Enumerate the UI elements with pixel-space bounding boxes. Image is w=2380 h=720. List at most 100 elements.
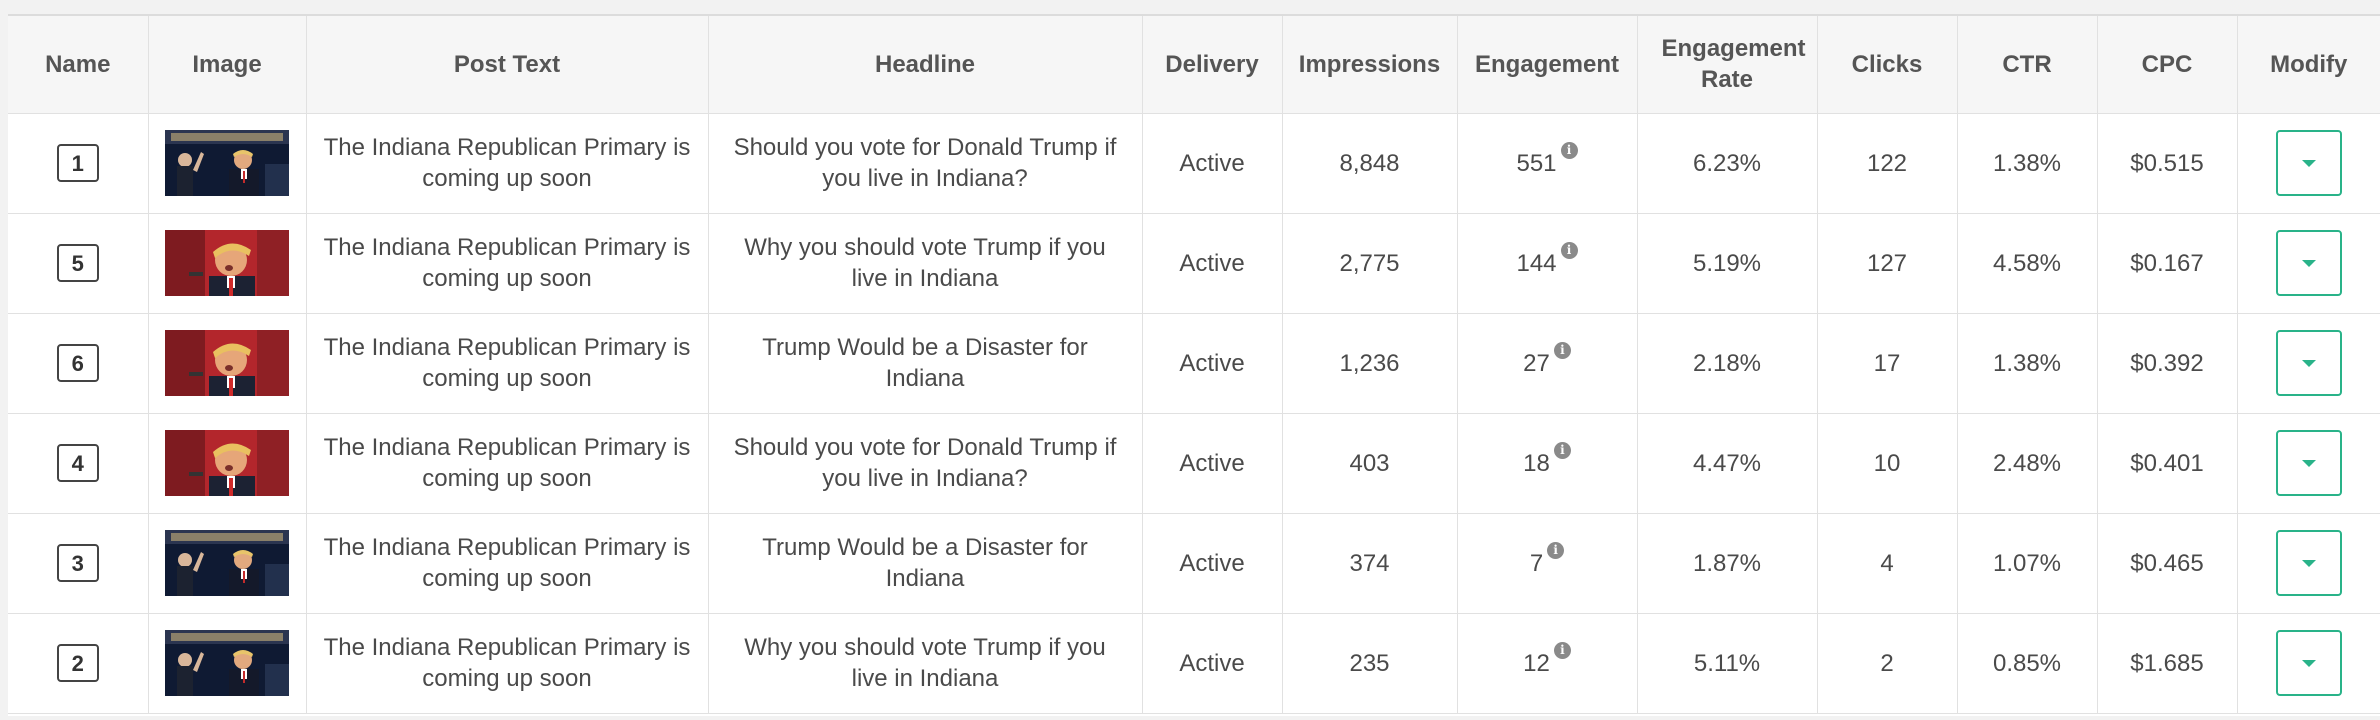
ctr-cell: 1.07% <box>1957 513 2098 614</box>
column-header-headline[interactable]: Headline <box>708 16 1143 114</box>
info-icon[interactable]: i <box>1560 141 1578 159</box>
ad-thumbnail[interactable] <box>165 530 289 596</box>
info-icon[interactable]: i <box>1553 341 1571 359</box>
post-text-cell: The Indiana Republican Primary is coming… <box>306 313 709 414</box>
ad-name-badge[interactable]: 6 <box>56 344 99 382</box>
column-header-post-text[interactable]: Post Text <box>306 16 709 114</box>
engagement-cell: 144 i <box>1457 213 1638 314</box>
info-icon[interactable]: i <box>1547 541 1565 559</box>
engagement-cell: 18 i <box>1457 413 1638 514</box>
column-header-image[interactable]: Image <box>148 16 307 114</box>
info-icon[interactable]: i <box>1560 241 1578 259</box>
cpc-cell: $1.685 <box>2097 613 2238 714</box>
column-header-impressions[interactable]: Impressions <box>1282 16 1458 114</box>
engagement-value: 27 <box>1523 349 1550 377</box>
rally-photo-icon <box>165 530 289 596</box>
chevron-down-icon <box>2301 459 2316 467</box>
portrait-photo-icon <box>165 330 289 396</box>
clicks-cell: 17 <box>1817 313 1958 414</box>
headline-cell: Why you should vote Trump if you live in… <box>708 213 1143 314</box>
image-cell <box>148 413 307 514</box>
clicks-cell: 127 <box>1817 213 1958 314</box>
engagement-value: 18 <box>1523 449 1550 477</box>
portrait-photo-icon <box>165 430 289 496</box>
ad-name-badge[interactable]: 4 <box>56 444 99 482</box>
engagement-cell: 12 i <box>1457 613 1638 714</box>
chevron-down-icon <box>2301 259 2316 267</box>
ctr-cell: 4.58% <box>1957 213 2098 314</box>
modify-dropdown-button[interactable] <box>2275 530 2342 596</box>
post-text-cell: The Indiana Republican Primary is coming… <box>306 113 709 214</box>
modify-dropdown-button[interactable] <box>2275 430 2342 496</box>
table-header-row: Name Image Post Text Headline Delivery I… <box>8 16 2380 114</box>
chevron-down-icon <box>2301 159 2316 167</box>
column-header-engagement[interactable]: Engagement <box>1457 16 1638 114</box>
headline-cell: Trump Would be a Disaster for Indiana <box>708 513 1143 614</box>
ad-name-badge[interactable]: 5 <box>56 244 99 282</box>
ctr-cell: 1.38% <box>1957 113 2098 214</box>
ad-thumbnail[interactable] <box>165 130 289 196</box>
ad-thumbnail[interactable] <box>165 330 289 396</box>
engagement-rate-cell: 6.23% <box>1637 113 1818 214</box>
headline-cell: Why you should vote Trump if you live in… <box>708 613 1143 714</box>
impressions-cell: 8,848 <box>1282 113 1458 214</box>
engagement-rate-cell: 4.47% <box>1637 413 1818 514</box>
cpc-cell: $0.465 <box>2097 513 2238 614</box>
cpc-cell: $0.515 <box>2097 113 2238 214</box>
image-cell <box>148 113 307 214</box>
column-header-clicks[interactable]: Clicks <box>1817 16 1958 114</box>
modify-cell <box>2237 513 2380 614</box>
chevron-down-icon <box>2301 359 2316 367</box>
rally-photo-icon <box>165 630 289 696</box>
clicks-cell: 10 <box>1817 413 1958 514</box>
info-icon[interactable]: i <box>1553 641 1571 659</box>
table-row: 1 The Indiana Republican Primary is comi… <box>8 113 2380 214</box>
name-cell: 3 <box>8 513 149 614</box>
headline-cell: Trump Would be a Disaster for Indiana <box>708 313 1143 414</box>
modify-cell <box>2237 113 2380 214</box>
info-icon[interactable]: i <box>1553 441 1571 459</box>
modify-dropdown-button[interactable] <box>2275 330 2342 396</box>
post-text-cell: The Indiana Republican Primary is coming… <box>306 413 709 514</box>
delivery-cell: Active <box>1142 613 1283 714</box>
modify-cell <box>2237 413 2380 514</box>
delivery-cell: Active <box>1142 413 1283 514</box>
column-header-cpc[interactable]: CPC <box>2097 16 2238 114</box>
clicks-cell: 2 <box>1817 613 1958 714</box>
ad-thumbnail[interactable] <box>165 630 289 696</box>
impressions-cell: 235 <box>1282 613 1458 714</box>
modify-dropdown-button[interactable] <box>2275 130 2342 196</box>
modify-cell <box>2237 613 2380 714</box>
column-header-delivery[interactable]: Delivery <box>1142 16 1283 114</box>
table-row: 2 The Indiana Republican Primary is comi… <box>8 613 2380 714</box>
modify-cell <box>2237 313 2380 414</box>
engagement-value: 551 <box>1516 149 1557 177</box>
engagement-rate-cell: 1.87% <box>1637 513 1818 614</box>
table-row: 6 The Indiana Republican Primary is comi… <box>8 313 2380 414</box>
name-cell: 1 <box>8 113 149 214</box>
ad-thumbnail[interactable] <box>165 230 289 296</box>
image-cell <box>148 513 307 614</box>
column-header-modify: Modify <box>2237 16 2380 114</box>
ad-name-badge[interactable]: 3 <box>56 544 99 582</box>
column-header-name[interactable]: Name <box>8 16 149 114</box>
column-header-engagement-rate[interactable]: Engagement Rate <box>1637 16 1818 114</box>
name-cell: 5 <box>8 213 149 314</box>
ad-name-badge[interactable]: 2 <box>56 644 99 682</box>
modify-dropdown-button[interactable] <box>2275 630 2342 696</box>
ads-table: Name Image Post Text Headline Delivery I… <box>8 16 2380 714</box>
delivery-cell: Active <box>1142 313 1283 414</box>
ad-thumbnail[interactable] <box>165 430 289 496</box>
table-row: 4 The Indiana Republican Primary is comi… <box>8 413 2380 514</box>
column-header-ctr[interactable]: CTR <box>1957 16 2098 114</box>
name-cell: 4 <box>8 413 149 514</box>
engagement-value: 7 <box>1529 549 1544 577</box>
ad-name-badge[interactable]: 1 <box>56 144 99 182</box>
ctr-cell: 0.85% <box>1957 613 2098 714</box>
modify-cell <box>2237 213 2380 314</box>
name-cell: 2 <box>8 613 149 714</box>
impressions-cell: 403 <box>1282 413 1458 514</box>
engagement-cell: 27 i <box>1457 313 1638 414</box>
modify-dropdown-button[interactable] <box>2275 230 2342 296</box>
